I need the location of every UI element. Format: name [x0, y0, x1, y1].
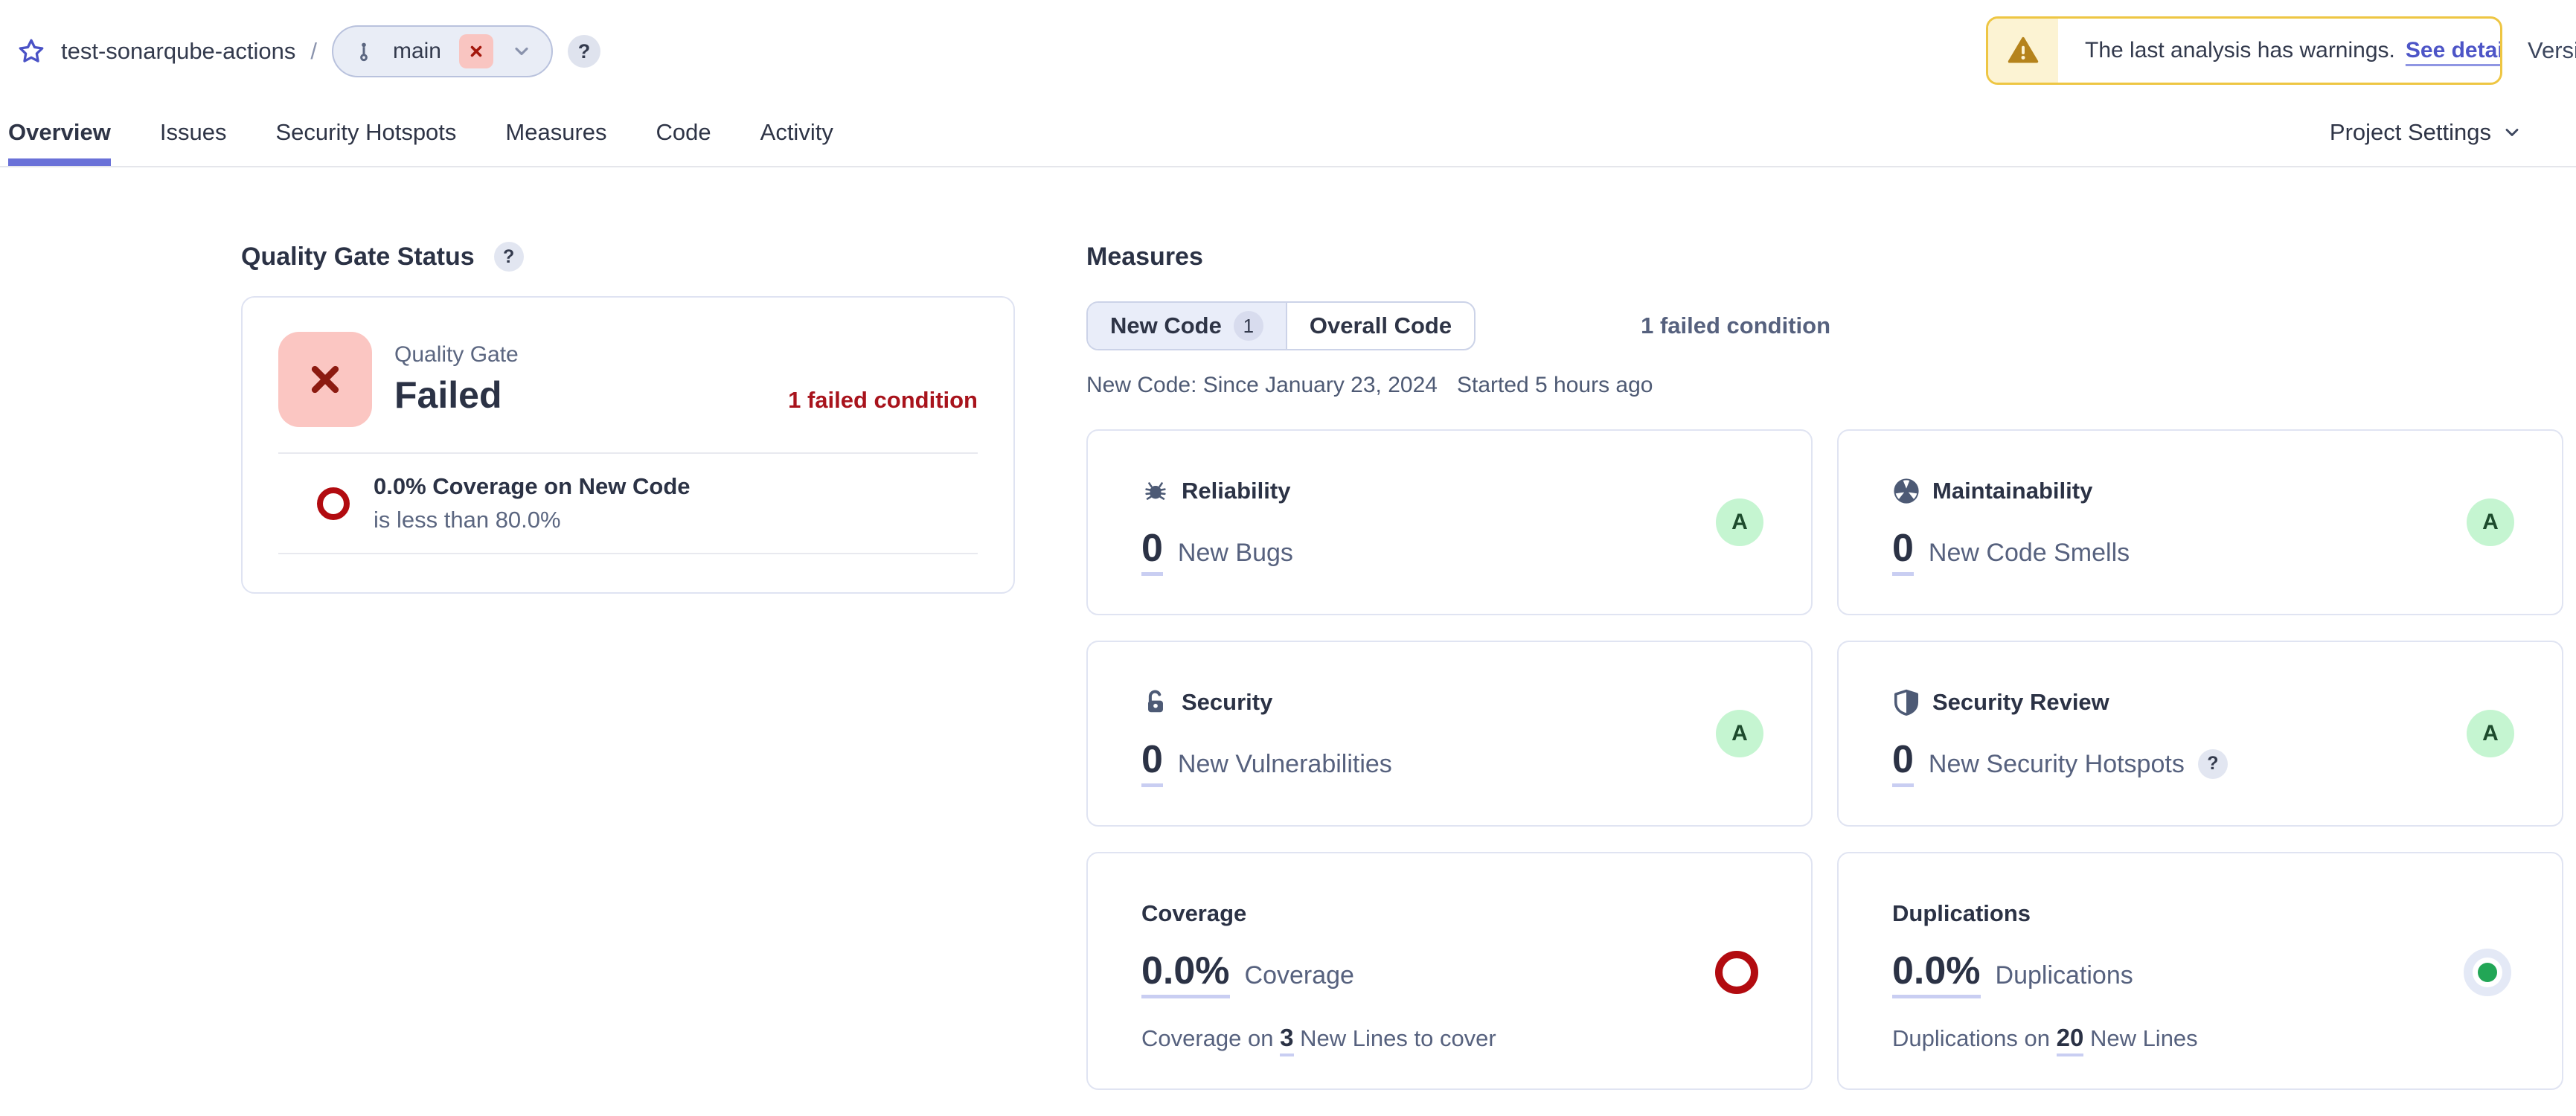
- security-card: Security 0 New Vulnerabilities A: [1086, 641, 1813, 827]
- tab-overview[interactable]: Overview: [8, 99, 111, 166]
- card-title: Security Review: [1932, 689, 2109, 716]
- coverage-ring-icon: [1715, 951, 1758, 994]
- new-code-tab-label: New Code: [1110, 312, 1222, 339]
- branch-failed-x-icon: [459, 34, 493, 68]
- branch-name: main: [393, 39, 441, 64]
- breadcrumb: test-sonarqube-actions / main ?: [16, 25, 600, 78]
- see-details-link[interactable]: See details: [2406, 38, 2502, 63]
- measures-section: Measures New Code 1 Overall Code 1 faile…: [1086, 242, 2566, 1090]
- version-label: Version: [2528, 37, 2576, 64]
- quality-gate-failed-x-icon: [278, 332, 372, 427]
- lock-icon: [1141, 688, 1170, 716]
- card-metric-label: New Bugs: [1178, 539, 1293, 568]
- quality-gate-status: Failed: [394, 373, 519, 417]
- maintainability-card: Maintainability 0 New Code Smells A: [1837, 429, 2563, 615]
- quality-gate-section: Quality Gate Status ? Quality Gate Faile…: [241, 242, 1015, 594]
- duplications-footer: Duplications on 20 New Lines: [1892, 1024, 2562, 1052]
- warning-text: The last analysis has warnings.: [2085, 38, 2395, 63]
- chevron-down-icon: [511, 41, 532, 62]
- card-metric-label: New Vulnerabilities: [1178, 750, 1392, 779]
- footer-text: Duplications on: [1892, 1025, 2050, 1051]
- new-security-hotspots-count-link[interactable]: 0: [1892, 740, 1914, 787]
- duplications-dot-icon: [2464, 949, 2511, 996]
- quality-gate-failed-count: 1 failed condition: [788, 387, 978, 414]
- card-metric-label: New Security Hotspots: [1929, 750, 2185, 779]
- card-title: Security: [1182, 689, 1272, 716]
- chevron-down-icon: [2502, 122, 2522, 143]
- bug-icon: [1141, 477, 1170, 505]
- quality-gate-help-icon[interactable]: ?: [494, 242, 524, 272]
- favorite-star-icon[interactable]: [16, 36, 46, 66]
- reliability-card: Reliability 0 New Bugs A: [1086, 429, 1813, 615]
- measures-title: Measures: [1086, 243, 1203, 272]
- footer-text: Coverage on: [1141, 1025, 1274, 1051]
- new-code-period: New Code: Since January 23, 2024 Started…: [1086, 373, 2566, 398]
- nav-tabs: Overview Issues Security Hotspots Measur…: [8, 99, 833, 166]
- branch-help-icon[interactable]: ?: [568, 35, 600, 68]
- warning-triangle-icon: [1988, 19, 2058, 83]
- new-code-tab[interactable]: New Code 1: [1088, 303, 1287, 349]
- duplicated-new-lines-link[interactable]: 20: [2057, 1024, 2084, 1056]
- breadcrumb-separator: /: [310, 38, 317, 65]
- card-metric-label: Coverage: [1245, 961, 1354, 990]
- shield-icon: [1892, 688, 1920, 716]
- failed-condition-row: 0.0% Coverage on New Code is less than 8…: [278, 454, 978, 554]
- condition-subtitle: is less than 80.0%: [374, 507, 691, 533]
- period-text: New Code: Since January 23, 2024: [1086, 373, 1438, 398]
- period-started-text: Started 5 hours ago: [1457, 373, 1653, 398]
- security-hotspots-help-icon[interactable]: ?: [2198, 749, 2228, 779]
- tab-activity[interactable]: Activity: [760, 99, 833, 166]
- rating-badge: A: [1716, 498, 1763, 546]
- code-smell-icon: [1892, 477, 1920, 505]
- card-metric-label: Duplications: [1996, 961, 2133, 990]
- condition-title-link[interactable]: 0.0% Coverage on New Code: [374, 473, 691, 500]
- project-name-link[interactable]: test-sonarqube-actions: [61, 38, 295, 65]
- quality-gate-label: Quality Gate: [394, 342, 519, 368]
- footer-text: New Lines to cover: [1300, 1025, 1496, 1051]
- card-title: Duplications: [1892, 900, 2031, 927]
- project-settings-label: Project Settings: [2330, 119, 2491, 146]
- footer-text: New Lines: [2090, 1025, 2198, 1051]
- tab-security-hotspots[interactable]: Security Hotspots: [275, 99, 456, 166]
- measures-failed-condition: 1 failed condition: [1641, 312, 1830, 339]
- card-metric-label: New Code Smells: [1929, 539, 2130, 568]
- branch-selector[interactable]: main: [332, 25, 553, 77]
- duplications-percent-link[interactable]: 0.0%: [1892, 952, 1981, 998]
- branch-icon: [353, 40, 375, 62]
- rating-badge: A: [2467, 710, 2514, 757]
- rating-badge: A: [2467, 498, 2514, 546]
- duplications-card: Duplications 0.0% Duplications Duplicati…: [1837, 852, 2563, 1090]
- tab-code[interactable]: Code: [656, 99, 711, 166]
- card-title: Reliability: [1182, 478, 1290, 504]
- coverage-card: Coverage 0.0% Coverage Coverage on 3 New…: [1086, 852, 1813, 1090]
- card-title: Maintainability: [1932, 478, 2092, 504]
- card-title: Coverage: [1141, 900, 1246, 927]
- new-code-smells-count-link[interactable]: 0: [1892, 529, 1914, 576]
- overall-code-tab[interactable]: Overall Code: [1287, 303, 1474, 349]
- tab-issues[interactable]: Issues: [160, 99, 227, 166]
- code-scope-toggle: New Code 1 Overall Code: [1086, 301, 1476, 350]
- failed-condition-ring-icon: [317, 487, 350, 520]
- quality-gate-title: Quality Gate Status: [241, 243, 475, 272]
- coverage-percent-link[interactable]: 0.0%: [1141, 952, 1230, 998]
- top-right-area: The last analysis has warnings. See deta…: [1986, 16, 2576, 85]
- quality-gate-card: Quality Gate Failed 1 failed condition 0…: [241, 296, 1015, 594]
- analysis-warning-banner: The last analysis has warnings. See deta…: [1986, 16, 2502, 85]
- project-settings-menu[interactable]: Project Settings: [2330, 99, 2522, 166]
- new-vulnerabilities-count-link[interactable]: 0: [1141, 740, 1163, 787]
- new-bugs-count-link[interactable]: 0: [1141, 529, 1163, 576]
- new-code-count-badge: 1: [1234, 311, 1263, 341]
- coverage-footer: Coverage on 3 New Lines to cover: [1141, 1024, 1811, 1052]
- new-lines-to-cover-link[interactable]: 3: [1280, 1024, 1293, 1056]
- measures-grid: Reliability 0 New Bugs A: [1086, 429, 2566, 1090]
- security-review-card: Security Review 0 New Security Hotspots …: [1837, 641, 2563, 827]
- rating-badge: A: [1716, 710, 1763, 757]
- tab-measures[interactable]: Measures: [505, 99, 606, 166]
- project-nav: Overview Issues Security Hotspots Measur…: [0, 99, 2576, 167]
